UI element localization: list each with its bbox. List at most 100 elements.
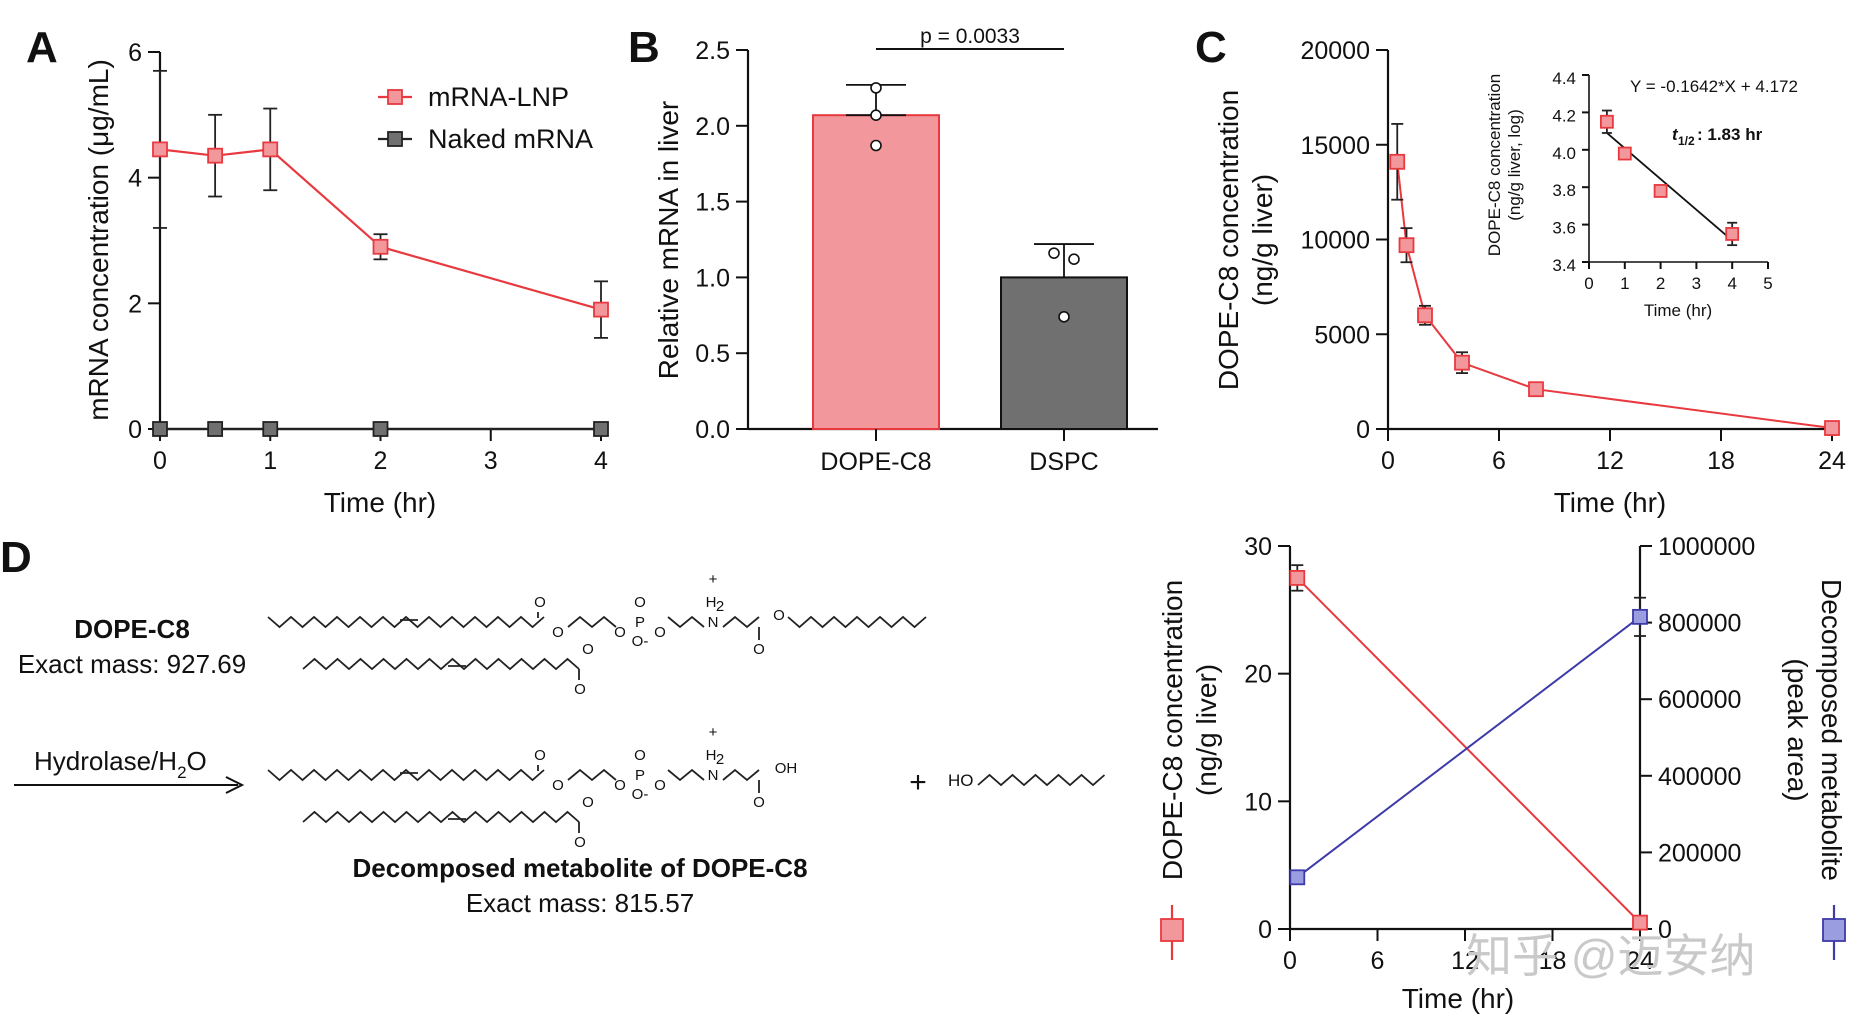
panel-c-xtick-label-3: 18	[1707, 447, 1735, 475]
panel-a-chart: 0 2 4 6 0 1 2 3 4 Time (hr) mRNA concentration …	[83, 39, 609, 518]
panel-d-right-ytick-label-0: 0	[1658, 916, 1672, 944]
compound1-mass: Exact mass: 927.69	[18, 649, 246, 679]
reaction-condition: Hydrolase/H2O	[34, 746, 207, 782]
inset-fit-equation: Y = -0.1642*X + 4.172	[1630, 77, 1798, 96]
reaction-arrow-head	[225, 776, 245, 794]
metabolite-phosphorus: P	[635, 767, 645, 784]
reaction-plus-sign: +	[909, 766, 927, 799]
inset-half-life-subscript: 1/2	[1678, 134, 1695, 148]
panel-d-xtick-label-1: 6	[1371, 947, 1385, 975]
metabolite-ester-o-top: O	[534, 747, 546, 764]
metabolite-ammonium-h: H	[706, 747, 717, 764]
panel-c-point-5	[1824, 420, 1840, 436]
dope-c8-lower-chain	[302, 657, 580, 671]
panel-d-left-ytick-label-1: 10	[1244, 788, 1272, 816]
dope-c8-linker	[722, 615, 760, 629]
panel-a-xtick-label-4: 4	[594, 447, 608, 475]
inset-xtick-label-1: 1	[1620, 274, 1629, 293]
panel-d-point-metabolite-1	[1632, 608, 1648, 625]
panel-b-ytick-label-3: 1.5	[695, 189, 730, 217]
panel-d-right-legend-marker	[1822, 918, 1846, 942]
panel-a-point-mrna-lnp-3	[372, 238, 389, 255]
metabolite-nitrogen: N	[708, 767, 719, 784]
inset-point-3	[1725, 227, 1740, 241]
panel-letters: A B C D	[0, 23, 1227, 582]
metabolite-ethyl	[667, 768, 705, 782]
metabolite-phosphate-o-top: O	[634, 747, 646, 764]
panel-b-category-dope-c8: DOPE-C8	[820, 448, 931, 476]
panel-d-point-dope-c8-0	[1289, 570, 1306, 586]
panel-c-ytick-label-1: 5000	[1314, 321, 1370, 349]
panel-a-point-naked-mrna-3	[372, 421, 389, 437]
inset-xtick-label-3: 3	[1692, 274, 1701, 293]
panel-d-left-legend-marker	[1160, 918, 1184, 942]
panel-b-bar-dspc	[1000, 276, 1128, 430]
metabolite-phosphate-o-minus: O-	[632, 786, 649, 803]
dope-c8-glycerol	[567, 615, 617, 629]
metabolite-ammonium-h2: 2	[716, 751, 724, 768]
panel-d-xtick-label-4: 24	[1626, 947, 1654, 975]
panel-c-point-2	[1417, 307, 1433, 324]
dope-c8-upper-chain	[267, 615, 545, 629]
dope-c8-ester-o-top: O	[534, 594, 546, 611]
inset-xtick-label-2: 2	[1656, 274, 1665, 293]
panel-b-chart: 0.0 0.5 1.0 1.5 2.0 2.5 DOPE-C8 DSPC Relative …	[653, 25, 1158, 476]
panel-b-datapoint-dope-c8-0	[870, 82, 882, 94]
panel-b-datapoint-dspc-0	[1048, 247, 1060, 259]
metabolite-ester-o-2: O	[582, 794, 594, 811]
dope-c8-ester-o-tail: O	[773, 607, 785, 624]
panel-d-line-dope-c8	[1296, 577, 1641, 924]
metabolite-glycerol	[567, 768, 617, 782]
dope-c8-phosphate-o-2: O	[654, 624, 666, 641]
octanol-structure: HO	[948, 771, 1106, 790]
panel-b-ytick-label-1: 0.5	[695, 340, 730, 368]
panel-a-legend: mRNA-LNP Naked mRNA	[378, 82, 593, 154]
panel-a-point-mrna-lnp-1	[207, 147, 224, 164]
panel-a-point-naked-mrna-4	[593, 421, 609, 437]
inset-half-life-symbol: t	[1672, 125, 1679, 144]
panel-a-point-mrna-lnp-0	[152, 141, 168, 158]
panel-b-ytick-label-2: 1.0	[695, 264, 730, 292]
inset-ytick-label-0: 3.4	[1552, 256, 1576, 275]
panel-c-ytick-label-0: 0	[1356, 416, 1370, 444]
panel-d-point-dope-c8-1	[1632, 914, 1648, 931]
panel-letter-b: B	[628, 23, 660, 72]
panel-letter-c: C	[1195, 23, 1227, 72]
dope-c8-ester-o-2: O	[582, 641, 594, 658]
inset-xtick-label-5: 5	[1763, 274, 1772, 293]
dope-c8-ammonium-h: H	[706, 594, 717, 611]
panel-b-ytick-label-4: 2.0	[695, 113, 730, 141]
panel-b-bar-dope-c8	[812, 114, 940, 431]
dope-c8-ammonium-h2: 2	[716, 598, 724, 615]
panel-d-line-metabolite	[1296, 616, 1641, 879]
inset-xtick-label-0: 0	[1584, 274, 1593, 293]
panel-a-ytick-label-0: 0	[128, 416, 142, 444]
panel-c-x-label: Time (hr)	[1554, 487, 1667, 518]
panel-c-inset: 3.4 3.6 3.8 4.0 4.2 4.4 0 1 2 3 4 5 Time (hr) DOPE…	[1485, 69, 1798, 320]
inset-xtick-label-4: 4	[1727, 274, 1736, 293]
panel-d-right-ytick-label-1: 200000	[1658, 839, 1741, 867]
panel-b-ytick-label-5: 2.5	[695, 37, 730, 65]
panel-d-right-legend-key	[1822, 905, 1846, 960]
dope-c8-phosphate-o-minus: O-	[632, 633, 649, 650]
panel-d-xtick-label-3: 18	[1539, 947, 1567, 975]
chemistry-scheme: DOPE-C8 Exact mass: 927.69 Hydrolase/H2O…	[14, 571, 1106, 918]
reaction-condition-main: Hydrolase/H	[34, 746, 177, 776]
panel-c-point-4	[1528, 381, 1544, 398]
panel-d-right-y-label: Decomposed metabolite	[1816, 579, 1847, 881]
legend-marker-mrna-lnp	[387, 89, 403, 105]
panel-a-xtick-label-1: 1	[263, 447, 277, 475]
panel-a-point-naked-mrna-2	[262, 421, 279, 437]
octanol-chain	[977, 773, 1106, 787]
legend-marker-naked-mrna	[387, 131, 403, 147]
metabolite-ester-o-bottom: O	[574, 834, 586, 851]
panel-b-datapoint-dspc-1	[1068, 253, 1080, 266]
reaction-condition-end: O	[187, 746, 207, 776]
dope-c8-octyl-chain	[787, 615, 927, 629]
panel-d-point-metabolite-0	[1289, 869, 1306, 886]
dope-c8-linker-carbonyl-o: O	[753, 641, 765, 658]
panel-c-xtick-label-4: 24	[1818, 447, 1846, 475]
panel-a-point-naked-mrna-1	[207, 421, 224, 437]
